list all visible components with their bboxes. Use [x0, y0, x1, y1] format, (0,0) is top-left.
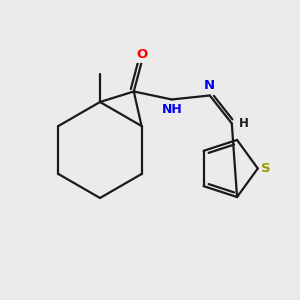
- Text: S: S: [261, 162, 271, 175]
- Text: H: H: [239, 117, 249, 130]
- Text: O: O: [136, 48, 147, 61]
- Text: N: N: [204, 79, 215, 92]
- Text: NH: NH: [161, 103, 182, 116]
